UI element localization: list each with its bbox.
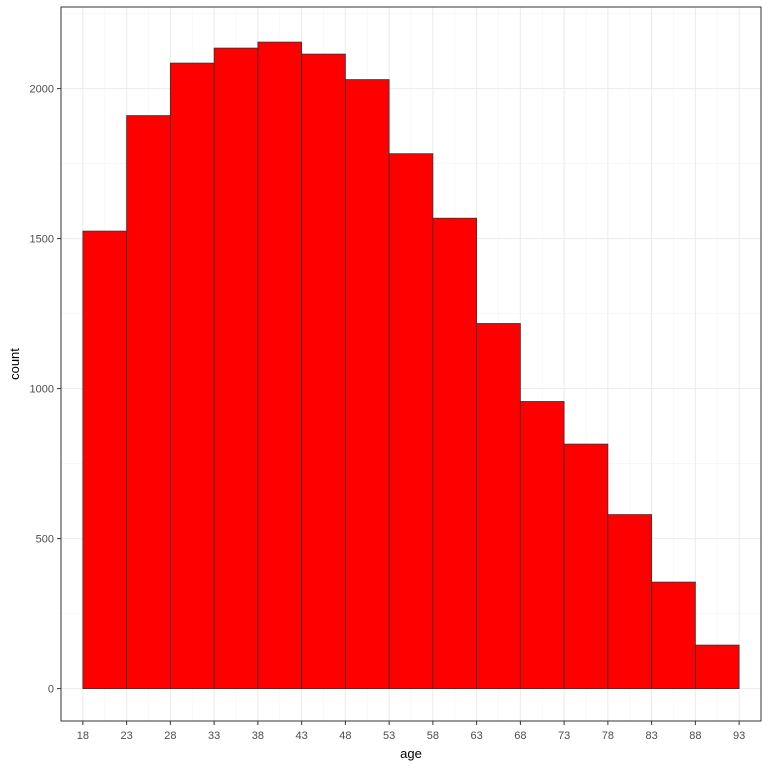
x-tick-label: 63 [471,730,483,742]
histogram-bar [301,53,346,689]
x-axis-title: age [400,746,422,761]
y-tick-label: 2000 [30,84,54,96]
x-tick-label: 23 [121,730,133,742]
histogram-bar [432,217,478,689]
histogram-bar [607,514,653,689]
y-tick-label: 0 [48,684,54,696]
histogram-bar [694,644,740,689]
x-tick-label: 78 [602,730,614,742]
histogram-bar [213,47,259,689]
x-tick-label: 33 [208,730,220,742]
x-tick-label: 88 [689,730,701,742]
x-tick-label: 83 [646,730,658,742]
x-tick-label: 68 [514,730,526,742]
bars [82,41,740,690]
histogram-bar [126,115,171,689]
histogram-bar [476,323,521,690]
histogram-bar [82,230,128,690]
x-tick-label: 38 [252,730,264,742]
histogram-bar [519,401,565,690]
y-tick-labels: 0 500 1000 1500 2000 [30,84,54,696]
histogram-bar [651,581,696,689]
y-tick-label: 1500 [30,234,54,246]
axis-ticks [57,88,740,725]
x-tick-label: 53 [383,730,395,742]
panel-border [60,6,762,722]
histogram-bar [388,153,434,690]
x-tick-label: 43 [296,730,308,742]
x-tick-label: 73 [558,730,570,742]
x-tick-label: 93 [733,730,745,742]
x-tick-labels: 18 23 28 33 38 43 48 53 58 63 68 73 78 83 88 93 [77,730,746,742]
x-tick-label: 18 [77,730,89,742]
x-tick-label: 48 [339,730,351,742]
histogram-bar [169,62,215,689]
x-tick-label: 58 [427,730,439,742]
y-axis-title: count [7,348,22,380]
histogram-bar [344,79,390,689]
y-tick-label: 1000 [30,384,54,396]
x-tick-label: 28 [164,730,176,742]
histogram-bar [257,41,303,689]
histogram-bar [563,443,609,690]
y-tick-label: 500 [36,534,54,546]
